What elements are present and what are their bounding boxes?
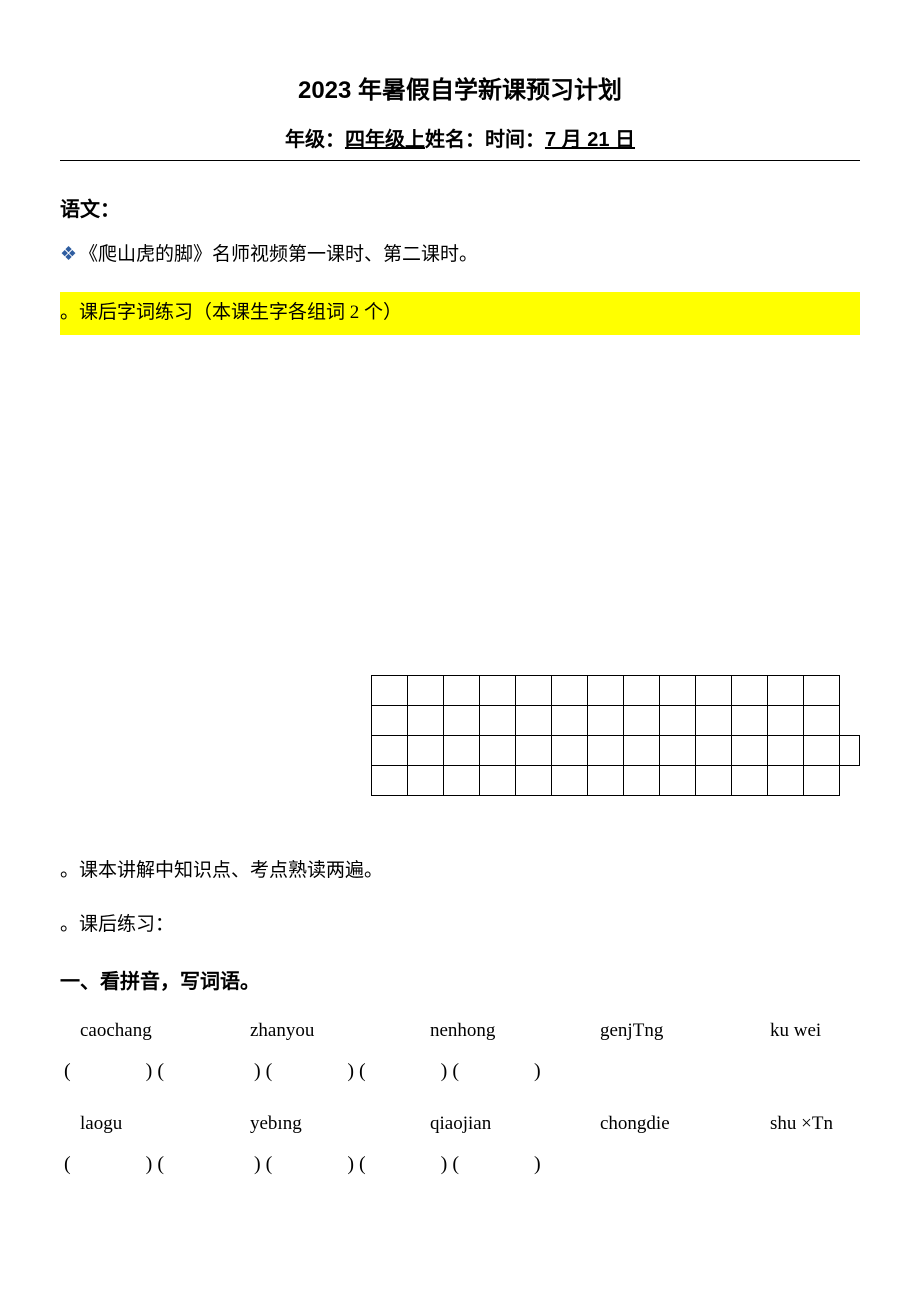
paren-row-2: ( ) ( ) ( ) ( ) ( ) <box>60 1153 860 1176</box>
practice-grid-wrap <box>60 675 860 796</box>
blank-spacer <box>60 355 860 675</box>
paren-1-3: ( ) <box>266 1060 359 1083</box>
pinyin-1-3: nenhong <box>430 1020 600 1042</box>
page-title: 2023 年暑假自学新课预习计划 <box>60 70 860 105</box>
grid-row-3 <box>372 735 860 765</box>
line-3: 。课本讲解中知识点、考点熟读两遍。 <box>60 856 860 886</box>
grade-label: 年级： <box>285 129 345 151</box>
paren-2-3: ( ) <box>266 1153 359 1176</box>
pinyin-1-1: caochang <box>80 1020 250 1042</box>
pinyin-2-5: shu ×Tn <box>770 1113 833 1135</box>
diamond-icon: ❖ <box>60 244 77 265</box>
bullet-2-prefix: 。 <box>60 302 79 323</box>
time-value: 7 月 21 日 <box>545 129 635 151</box>
pinyin-2-4: chongdie <box>600 1113 770 1135</box>
pinyin-2-3: qiaojian <box>430 1113 600 1135</box>
grid-row-4 <box>372 765 860 795</box>
paren-2-2: ( ) <box>157 1153 265 1176</box>
pinyin-2-1: laogu <box>80 1113 250 1135</box>
exercise-1-title: 一、看拼音，写词语。 <box>60 965 860 994</box>
line-4: 。课后练习： <box>60 910 860 940</box>
line-4-text: 课后练习： <box>79 914 174 935</box>
pinyin-row-2: laogu yebıng qiaojian chongdie shu ×Tn <box>60 1113 860 1135</box>
paren-1-2: ( ) <box>157 1060 265 1083</box>
grid-row-1 <box>372 675 860 705</box>
pinyin-1-5: ku wei <box>770 1020 821 1042</box>
paren-row-1: ( ) ( ) ( ) ( ) ( ) <box>60 1060 860 1083</box>
subject-chinese-label: 语文： <box>60 193 860 222</box>
paren-1-5: ( ) <box>452 1060 540 1083</box>
pinyin-row-1: caochang zhanyou nenhong genjTng ku wei <box>60 1020 860 1042</box>
line-4-prefix: 。 <box>60 914 79 935</box>
paren-2-1: ( ) <box>64 1153 157 1176</box>
pinyin-1-2: zhanyou <box>250 1020 430 1042</box>
grid-row-2 <box>372 705 860 735</box>
header-divider <box>60 160 860 161</box>
page-subtitle: 年级：四年级上姓名：时间：7 月 21 日 <box>60 123 860 152</box>
line-3-text: 课本讲解中知识点、考点熟读两遍。 <box>79 860 383 881</box>
paren-1-4: ( ) <box>359 1060 452 1083</box>
paren-2-4: ( ) <box>359 1153 452 1176</box>
practice-grid <box>371 675 860 796</box>
bullet-line-1: ❖《爬山虎的脚》名师视频第一课时、第二课时。 <box>60 240 860 270</box>
pinyin-1-4: genjTng <box>600 1020 770 1042</box>
paren-2-5: ( ) <box>452 1153 540 1176</box>
highlighted-line: 。课后字词练习（本课生字各组词 2 个） <box>60 292 860 334</box>
line-3-prefix: 。 <box>60 860 79 881</box>
bullet-2-text: 课后字词练习（本课生字各组词 2 个） <box>79 302 402 323</box>
name-label: 姓名： <box>425 129 485 151</box>
pinyin-2-2: yebıng <box>250 1113 430 1135</box>
paren-1-1: ( ) <box>64 1060 157 1083</box>
bullet-1-text: 《爬山虎的脚》名师视频第一课时、第二课时。 <box>79 244 478 265</box>
time-label: 时间： <box>485 129 545 151</box>
grade-value: 四年级上 <box>345 129 425 151</box>
